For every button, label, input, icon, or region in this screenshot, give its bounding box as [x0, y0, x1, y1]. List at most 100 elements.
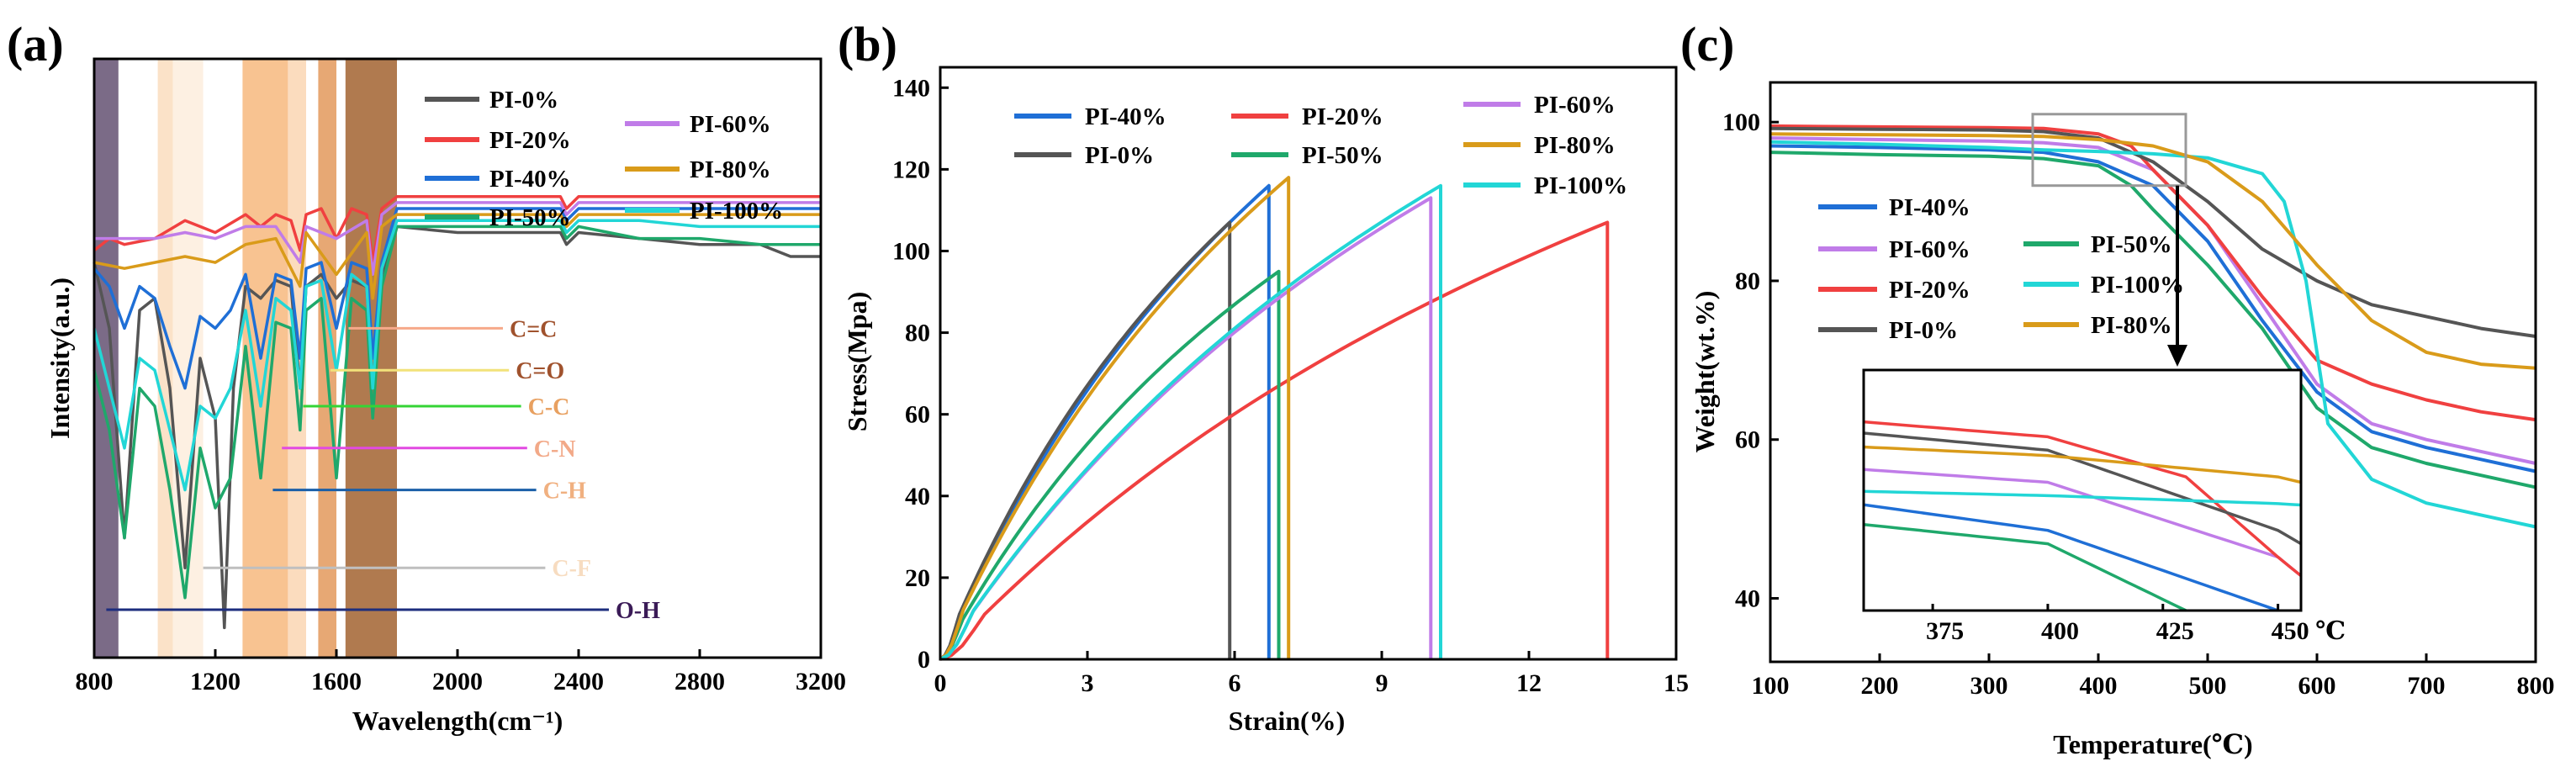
legend-item-pi-50: PI-50% [1231, 142, 1383, 169]
legend-item-pi-100: PI-100% [1463, 172, 1627, 199]
legend-item-pi-20: PI-20% [1818, 277, 1970, 304]
y-tick-label: 60 [1735, 426, 1760, 454]
inset-line-pi-80 [1863, 445, 2302, 484]
x-axis-title-a: Wavelength(cm⁻¹) [352, 706, 563, 736]
inset-x-tick-label: 450 ℃ [2272, 617, 2346, 645]
legend-item-pi-60: PI-60% [1818, 236, 1970, 263]
y-tick-label: 120 [892, 156, 930, 183]
legend-item-pi-20: PI-20% [425, 127, 571, 154]
x-tick-label: 1600 [311, 668, 362, 695]
bond-label: O-H [616, 598, 660, 624]
legend-label: PI-40% [1889, 194, 1970, 221]
legend-item-pi-0: PI-0% [1014, 142, 1154, 169]
legend-item-pi-20: PI-20% [1231, 103, 1383, 130]
y-tick-label: 40 [905, 483, 930, 510]
y-axis-title-c: Weight(wt.%) [1690, 291, 1720, 453]
legend-label: PI-60% [1534, 92, 1616, 119]
legend-item-pi-50: PI-50% [2023, 231, 2172, 258]
bond-label: C-H [543, 479, 587, 505]
panel-a: (a) C=C C=O C-C C-N C-H C-F O-H 800 1200 1600 200… [7, 17, 846, 736]
legend-label: PI-50% [489, 204, 571, 231]
bond-label: C-N [534, 436, 576, 463]
y-tick-label: 80 [905, 320, 930, 347]
series-line-pi-50 [939, 269, 1281, 661]
x-axis-title-b: Strain(%) [1229, 706, 1346, 736]
bond-label: C=O [516, 358, 564, 384]
legend-item-pi-80: PI-80% [2023, 312, 2172, 339]
inset-line-pi-0 [1863, 431, 2302, 546]
zoom-arrow-head [2167, 345, 2187, 367]
legend-label: PI-20% [1302, 103, 1383, 130]
legend-label: PI-0% [1085, 142, 1154, 169]
ftir-spectra [93, 195, 821, 630]
bond-annotations: C=C C=O C-C C-N C-H C-F O-H [106, 316, 660, 624]
panel-label-c: (c) [1680, 17, 1734, 71]
legend-label: PI-60% [1889, 236, 1970, 263]
series-line-pi-80 [93, 213, 821, 300]
x-tick-label: 400 [2080, 672, 2118, 700]
x-tick-label: 2800 [674, 668, 725, 695]
x-tick-label: 200 [1861, 672, 1899, 700]
legend-item-pi-60: PI-60% [625, 111, 771, 138]
x-tick-label: 2000 [432, 668, 483, 695]
legend-label: PI-50% [2091, 231, 2172, 258]
y-axis-title-a: Intensity(a.u.) [45, 278, 75, 439]
x-tick-label: 6 [1229, 669, 1241, 697]
legend-label: PI-100% [690, 198, 783, 225]
legend-item-pi-60: PI-60% [1463, 92, 1616, 119]
x-axis-ticks-a: 800 1200 1600 2000 2400 2800 3200 [76, 649, 846, 695]
x-tick-label: 300 [1970, 672, 2008, 700]
legend-label: PI-40% [489, 166, 571, 193]
y-tick-label: 60 [905, 401, 930, 429]
absorption-band [242, 59, 288, 658]
series-line-pi-40 [93, 207, 821, 390]
panel-label-a: (a) [7, 17, 64, 71]
legend-label: PI-20% [489, 127, 571, 154]
legend-label: PI-100% [1534, 172, 1627, 199]
series-line-pi-20 [1769, 124, 2536, 422]
y-axis-title-b: Stress(Mpa) [842, 292, 872, 432]
inset-background [1864, 370, 2301, 611]
inset-x-tick-label: 400 [2041, 617, 2079, 645]
x-tick-label: 800 [2517, 672, 2555, 700]
inset-line-pi-100 [1863, 489, 2302, 507]
x-tick-label: 12 [1516, 669, 1542, 697]
series-line-pi-0 [93, 225, 821, 630]
absorption-band [94, 59, 119, 658]
x-axis-ticks-b: 0 3 6 9 12 15 [934, 651, 1689, 697]
series-line-pi-40 [1769, 144, 2536, 473]
legend-item-pi-80: PI-80% [1463, 132, 1616, 159]
bond-label: C-C [528, 394, 570, 420]
x-tick-label: 600 [2298, 672, 2336, 700]
y-tick-label: 20 [905, 564, 930, 592]
legend-item-pi-0: PI-0% [1818, 317, 1958, 344]
series-line-pi-80 [939, 176, 1291, 661]
x-axis-title-c: Temperature(℃) [2053, 729, 2252, 759]
x-axis-ticks-c: 100 200 300 400 500 600 700 800 [1752, 653, 2555, 700]
inset-line-pi-60 [1863, 468, 2303, 578]
y-tick-label: 100 [1722, 108, 1760, 136]
x-tick-label: 2400 [553, 668, 604, 695]
series-line-pi-0 [939, 220, 1232, 661]
legend-label: PI-0% [1889, 317, 1958, 344]
series-line-pi-100 [1769, 140, 2536, 529]
legend-label: PI-100% [2091, 272, 2184, 299]
bond-label: C-F [552, 556, 591, 582]
bond-label: C=C [510, 316, 557, 342]
x-tick-label: 500 [2189, 672, 2227, 700]
series-line-pi-100 [93, 219, 821, 492]
inset-x-axis-ticks: 375 400 425 450 ℃ [1926, 604, 2346, 645]
plot-frame-c [1769, 81, 2537, 664]
inset-x-tick-label: 425 [2156, 617, 2194, 645]
panel-label-b: (b) [838, 17, 897, 71]
legend-label: PI-40% [1085, 103, 1166, 130]
inset-frame [1862, 368, 2303, 612]
x-tick-label: 100 [1752, 672, 1790, 700]
stress-strain-curves [939, 176, 1610, 661]
series-line-pi-80 [1769, 132, 2536, 370]
legend-item-pi-100: PI-100% [2023, 272, 2184, 299]
y-axis-ticks-b: 0 20 40 60 80 100 120 140 [892, 74, 949, 674]
legend-b: PI-40% PI-0% PI-20% PI-50% PI-60% PI-80% [1014, 92, 1627, 199]
legend-c: PI-40% PI-60% PI-20% PI-0% PI-50% PI-100… [1818, 194, 2184, 344]
y-tick-label: 0 [918, 646, 930, 674]
